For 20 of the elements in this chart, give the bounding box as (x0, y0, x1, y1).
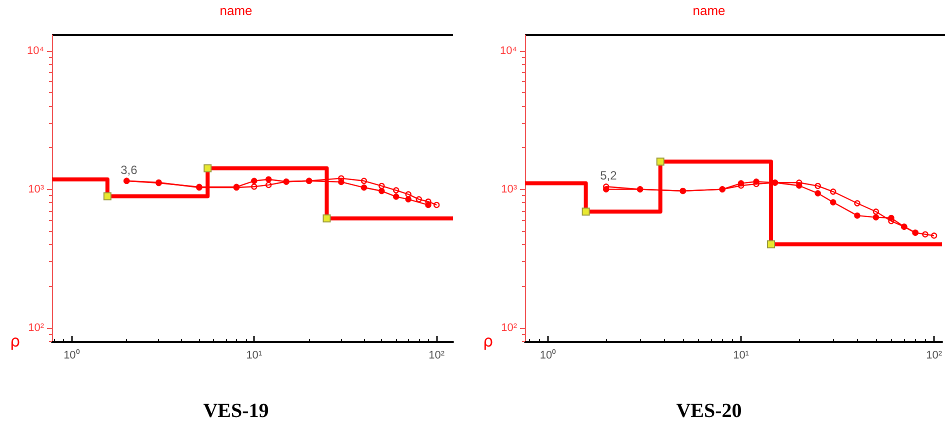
x-tick-label: 10¹ (733, 350, 750, 362)
y-axis-title: ρ (483, 332, 494, 350)
text: VES-19 (203, 400, 269, 422)
text: VES-20 (676, 400, 742, 422)
x-tick-label: 10⁰ (540, 348, 556, 362)
y-tick-label: 10³ (501, 183, 518, 196)
y-tick-label: 10² (28, 322, 44, 334)
x-tick-label: 10² (428, 350, 445, 362)
x-tick-label: 10¹ (246, 350, 262, 362)
y-tick-label: 10⁴ (500, 44, 518, 57)
x-tick-label: 10² (926, 350, 942, 362)
y-tick-label: 10² (501, 322, 518, 334)
chart-title: name (220, 3, 252, 18)
y-tick-label: 10⁴ (27, 44, 44, 57)
y-tick-label: 10³ (28, 183, 44, 196)
annotation: 3,6 (120, 162, 138, 177)
x-tick-label: 10⁰ (64, 348, 80, 362)
chart-title: name (692, 3, 726, 18)
y-axis-title: ρ (10, 332, 20, 350)
annotation: 5,2 (600, 168, 618, 183)
